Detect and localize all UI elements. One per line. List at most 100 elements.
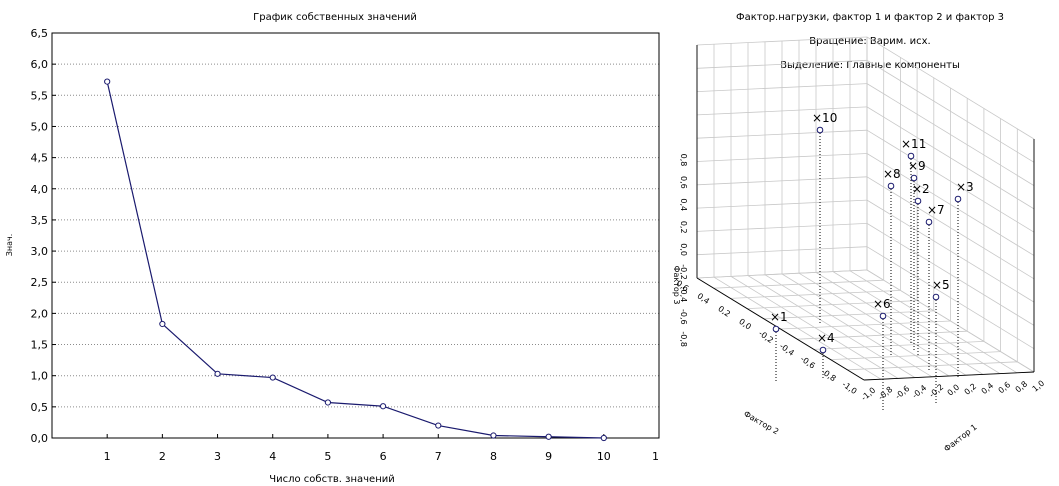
floor-grid-line <box>747 300 918 309</box>
loadings-x-axis-label: Фактор 1 <box>942 423 978 454</box>
loadings-3d-points: ×1 ×2 ×3 ×4 ×5 ×6 ×7 ×8 ×9 ×10 ×11 <box>770 111 974 412</box>
y-tick-label: 5,5 <box>31 89 49 102</box>
wall-grid-line <box>696 106 868 116</box>
scree-plot-ticks: 0,0 0,5 1,0 1,5 2,0 2,5 3,0 3,5 4,0 4,5 5,0 5,5 6,0 6… <box>31 27 661 463</box>
loadings-title-line-3: Выделение: Главные компоненты <box>780 60 960 71</box>
loadings-z-axis-label: Фактор 3 <box>672 266 681 305</box>
x-tick-label: 9 <box>545 450 552 463</box>
eigenvalue-point <box>269 374 276 381</box>
floor-grid-line <box>798 272 967 376</box>
eigenvalue-point <box>545 433 552 440</box>
loadings-title-line-1: Фактор.нагрузки, фактор 1 и фактор 2 и ф… <box>736 12 1004 23</box>
floor-grid-line <box>849 270 1018 374</box>
loading-point <box>925 218 933 226</box>
z-tick-label: 0,2 <box>679 221 688 234</box>
point-label: ×7 <box>927 203 945 217</box>
z-tick-label: 0,4 <box>679 198 688 211</box>
x-tick-label: 1 <box>104 450 111 463</box>
x-tick-label: 1,0 <box>1031 379 1047 394</box>
eigenvalue-point <box>159 320 166 328</box>
scree-plot-y-axis-label: Знач. <box>5 234 14 257</box>
y-tick-label: 0,4 <box>696 291 712 306</box>
eigenvalue-line <box>106 81 604 439</box>
loading-point <box>954 195 962 203</box>
loadings-3d-box <box>696 36 1035 381</box>
y-tick-label: -0,6 <box>799 354 817 370</box>
loading-point <box>819 346 827 354</box>
x-tick-label: 3 <box>214 450 221 463</box>
point-label: ×2 <box>912 182 930 196</box>
wall-grid-line <box>866 129 1035 233</box>
y-tick-label: 0,0 <box>737 317 753 332</box>
loading-point <box>907 152 915 160</box>
eigenvalue-point <box>435 422 442 429</box>
point-label: ×11 <box>901 137 926 151</box>
z-tick-label: 0,8 <box>679 154 688 167</box>
floor-grid-line <box>780 320 951 330</box>
scree-plot-x-axis-label: Число собств. значений <box>269 474 394 485</box>
wall-grid-line <box>866 59 1035 163</box>
point-label: ×9 <box>908 159 926 173</box>
loading-point <box>816 126 824 134</box>
z-tick-label: -0,4 <box>679 287 688 303</box>
floor-grid-line <box>815 272 984 375</box>
loading-point <box>932 293 940 301</box>
x-tick-label: 0,6 <box>997 380 1013 395</box>
y-tick-label: 2,0 <box>31 307 49 320</box>
eigenvalue-point <box>490 432 497 439</box>
scree-plot-title: График собственных значений <box>253 12 417 23</box>
box-edge <box>696 277 865 381</box>
x-tick-label: 6 <box>380 450 387 463</box>
y-tick-label: 1,0 <box>31 370 49 383</box>
floor-grid-line <box>832 271 1001 374</box>
x-tick-label: -1,0 <box>860 386 878 403</box>
z-tick-label: -0,2 <box>679 264 688 280</box>
eigenvalue-point <box>324 399 332 406</box>
point-label: ×6 <box>873 297 891 311</box>
y-tick-label: 5,0 <box>31 120 49 133</box>
x-tick-label: 11 <box>652 450 660 463</box>
scree-plot-frame <box>51 32 660 439</box>
x-tick-label: 4 <box>269 450 276 463</box>
loading-point <box>879 312 887 320</box>
point-label: ×8 <box>883 167 901 181</box>
scree-plot-grid <box>52 63 659 408</box>
wall-grid-line <box>696 129 868 139</box>
wall-grid-line <box>696 36 868 46</box>
loading-point <box>887 182 895 190</box>
x-tick-label: 10 <box>597 450 611 463</box>
floor-grid-line <box>763 310 934 320</box>
eigenvalue-point <box>214 370 221 377</box>
point-label: ×1 <box>770 310 788 324</box>
scree-plot-series <box>104 78 607 442</box>
y-tick-label: 0,5 <box>31 401 49 414</box>
loadings-3d-ticks: 0,80,60,40,20,0-0,2-0,4-0,6-0,80,60,40,2… <box>675 154 1047 403</box>
x-tick-label: 0,4 <box>980 381 996 396</box>
y-tick-label: 2,5 <box>31 276 49 289</box>
y-tick-label: -0,4 <box>778 342 796 358</box>
x-tick-label: 0,2 <box>963 382 979 397</box>
loading-point <box>914 197 922 205</box>
y-tick-label: 6,5 <box>31 27 49 40</box>
x-tick-label: 8 <box>490 450 497 463</box>
x-tick-label: 5 <box>324 450 331 463</box>
wall-grid-line <box>866 83 1035 186</box>
point-label: ×3 <box>956 180 974 194</box>
y-tick-label: 1,5 <box>31 339 49 352</box>
y-tick-label: 6,0 <box>31 58 49 71</box>
y-tick-label: 4,0 <box>31 183 49 196</box>
x-tick-label: 2 <box>159 450 166 463</box>
loading-point <box>772 325 780 333</box>
z-tick-label: 0,6 <box>679 176 688 189</box>
y-tick-label: -1,0 <box>840 380 858 396</box>
loadings-title-line-2: Вращение: Варим. исх. <box>809 36 930 47</box>
eigenvalue-point <box>104 78 111 85</box>
y-tick-label: -0,2 <box>757 329 775 345</box>
loading-point <box>910 174 918 182</box>
z-tick-label: -0,6 <box>679 309 688 325</box>
z-tick-label: -0,8 <box>679 331 688 347</box>
wall-grid-line <box>696 83 868 92</box>
wall-grid-line <box>866 36 1035 140</box>
eigenvalue-point <box>379 403 387 410</box>
